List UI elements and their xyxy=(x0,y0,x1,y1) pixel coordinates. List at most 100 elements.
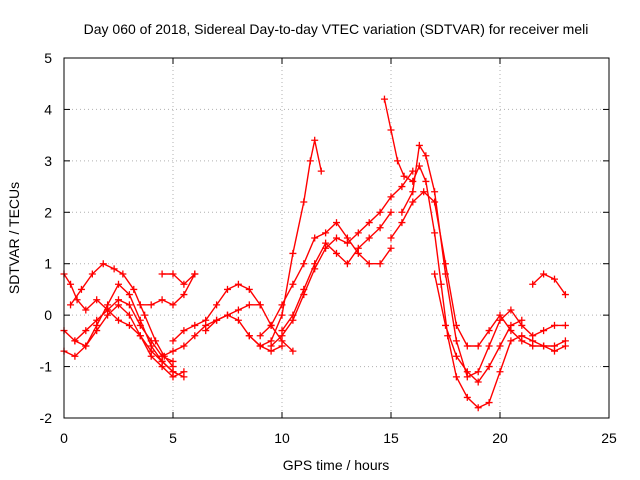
data-point xyxy=(398,219,406,227)
data-point xyxy=(169,301,177,309)
series-line xyxy=(63,304,185,378)
y-tick-label: 0 xyxy=(44,307,52,323)
data-point xyxy=(317,167,325,175)
data-point xyxy=(104,306,112,314)
data-point xyxy=(300,285,308,293)
data-point xyxy=(278,301,286,309)
data-point xyxy=(234,280,242,288)
data-point xyxy=(540,342,548,350)
data-point xyxy=(398,183,406,191)
data-point xyxy=(442,321,449,329)
data-point xyxy=(452,352,460,360)
data-point xyxy=(561,342,569,350)
data-point xyxy=(82,306,90,314)
data-point xyxy=(234,306,242,314)
x-tick-label: 15 xyxy=(383,430,399,446)
data-point xyxy=(376,224,384,232)
data-point xyxy=(213,301,221,309)
data-point xyxy=(452,321,460,329)
data-point xyxy=(300,198,308,206)
y-tick-label: 3 xyxy=(44,153,52,169)
series-arc-a xyxy=(60,270,188,381)
data-point xyxy=(234,316,242,324)
series-arc-n xyxy=(278,208,395,335)
data-point xyxy=(169,347,177,355)
data-point xyxy=(387,244,395,252)
data-point xyxy=(365,260,373,268)
data-point xyxy=(82,342,90,350)
data-point xyxy=(136,301,144,309)
data-point xyxy=(93,296,101,304)
data-point xyxy=(333,234,340,242)
data-point xyxy=(289,311,297,319)
data-point xyxy=(267,342,275,350)
data-point xyxy=(343,239,351,247)
data-point xyxy=(431,270,439,278)
data-point xyxy=(256,301,264,309)
data-point xyxy=(365,219,373,227)
data-point xyxy=(529,342,537,350)
data-point xyxy=(322,239,330,247)
x-tick-label: 0 xyxy=(60,430,68,446)
data-point xyxy=(125,291,133,299)
data-point xyxy=(474,342,482,350)
data-point xyxy=(485,327,493,335)
data-point xyxy=(125,301,133,309)
series-arc-i xyxy=(169,280,264,345)
data-point xyxy=(202,316,210,324)
data-point xyxy=(387,208,395,216)
data-point xyxy=(518,316,526,324)
data-point xyxy=(409,198,417,206)
data-point xyxy=(485,342,493,350)
data-point xyxy=(191,270,199,278)
data-point xyxy=(180,327,188,335)
data-point xyxy=(551,275,558,283)
data-point xyxy=(267,321,275,329)
series-arc-d xyxy=(67,260,177,371)
series-arc-s xyxy=(529,270,569,299)
data-point xyxy=(147,337,155,345)
data-point xyxy=(115,296,122,304)
x-tick-label: 5 xyxy=(169,430,177,446)
data-point xyxy=(115,280,122,288)
y-tick-label: -1 xyxy=(40,359,53,375)
data-point xyxy=(415,141,423,149)
data-point xyxy=(180,342,188,350)
series-line xyxy=(270,170,414,347)
series-arc-l xyxy=(256,219,395,340)
y-axis-title: SDTVAR / TECUs xyxy=(6,182,22,294)
data-point xyxy=(158,352,166,360)
data-point xyxy=(99,260,107,268)
data-point xyxy=(180,368,188,376)
data-point xyxy=(110,265,118,273)
series-arc-h xyxy=(158,270,199,288)
series-arc-q xyxy=(387,188,569,355)
series-line xyxy=(390,191,566,352)
data-series xyxy=(60,95,569,412)
data-point xyxy=(463,368,471,376)
data-point xyxy=(311,234,319,242)
y-tick-label: 2 xyxy=(44,204,52,220)
data-point xyxy=(354,244,362,252)
data-point xyxy=(474,368,482,376)
data-point xyxy=(141,311,149,319)
data-point xyxy=(409,177,417,185)
data-point xyxy=(311,260,319,268)
data-point xyxy=(289,347,297,355)
series-arc-o xyxy=(380,95,569,412)
data-point xyxy=(561,291,569,299)
data-point xyxy=(93,316,101,324)
data-point xyxy=(306,157,314,165)
data-point xyxy=(169,337,177,345)
data-point xyxy=(224,311,231,319)
data-point xyxy=(333,249,340,257)
series-arc-p xyxy=(398,141,569,381)
data-point xyxy=(136,321,144,329)
data-point xyxy=(289,280,297,288)
data-point xyxy=(130,285,138,293)
data-point xyxy=(422,177,430,185)
data-point xyxy=(77,285,85,293)
data-point xyxy=(507,306,515,314)
data-point xyxy=(289,249,297,257)
x-axis-title: GPS time / hours xyxy=(283,457,390,473)
